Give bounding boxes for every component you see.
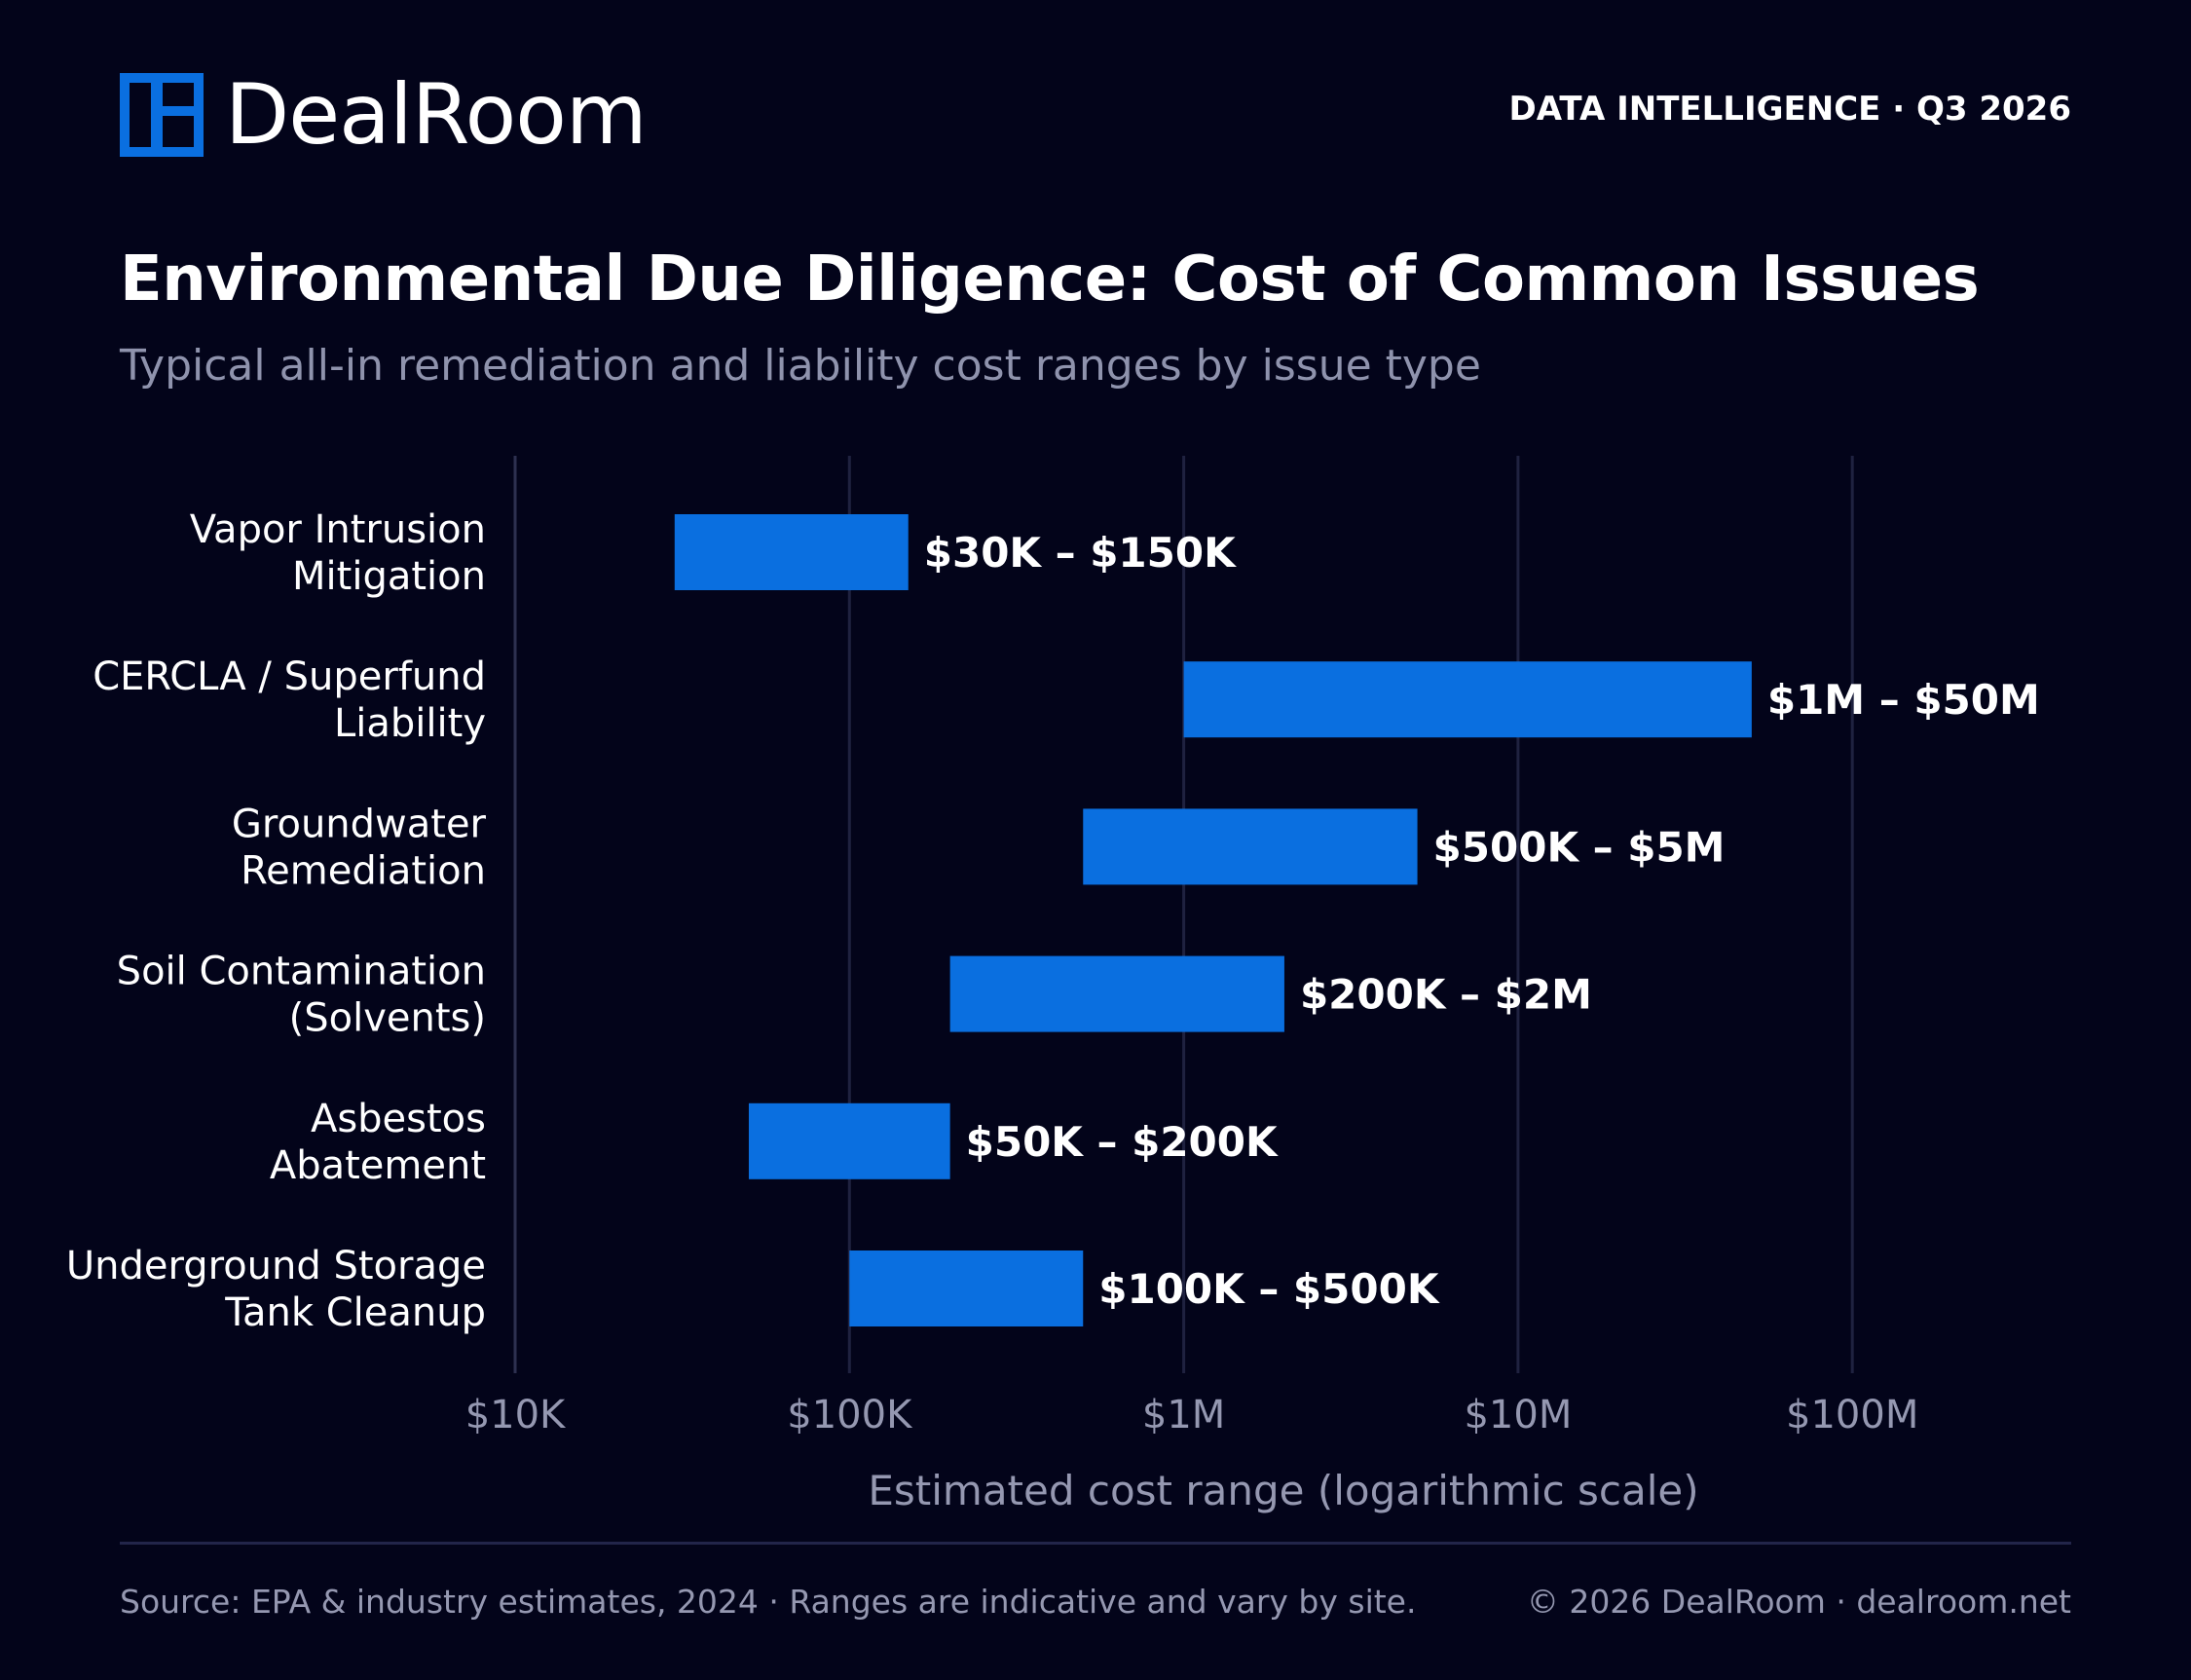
dealroom-logo-icon: [120, 73, 204, 157]
range-bar: [1083, 808, 1418, 885]
range-bar: [849, 1251, 1084, 1326]
brand-name: DealRoom: [225, 66, 648, 164]
range-bar: [1183, 661, 1752, 738]
category-label: Underground Storage Tank Cleanup: [66, 1244, 486, 1335]
report-tag: DATA INTELLIGENCE · Q3 2026: [1508, 90, 2072, 129]
chart-subtitle: Typical all-in remediation and liability…: [120, 341, 1481, 391]
header: DealRoom DATA INTELLIGENCE · Q3 2026: [120, 68, 2071, 161]
bar-data-label: $100K – $500K: [1098, 1265, 1440, 1313]
x-tick-label: $100M: [1786, 1393, 1918, 1437]
chart-title: Environmental Due Diligence: Cost of Com…: [120, 243, 1980, 316]
bar-data-label: $500K – $5M: [1433, 823, 1726, 871]
x-tick-label: $1M: [1142, 1393, 1225, 1437]
range-bar: [674, 514, 909, 590]
category-labels: Vapor Intrusion Mitigation CERCLA / Superf…: [66, 507, 487, 1335]
category-label: Vapor Intrusion Mitigation: [190, 507, 486, 599]
x-tick-label: $10M: [1464, 1393, 1572, 1437]
category-label: CERCLA / Superfund Liability: [93, 654, 486, 746]
gridlines: [513, 456, 1854, 1373]
footer-copyright: © 2026 DealRoom · dealroom.net: [1526, 1583, 2071, 1621]
brand-logo: DealRoom: [120, 66, 648, 164]
x-axis-title: Estimated cost range (logarithmic scale): [868, 1467, 1698, 1514]
category-label: Asbestos Abatement: [270, 1097, 486, 1188]
category-label: Soil Contamination (Solvents): [117, 950, 486, 1041]
bar-data-label: $1M – $50M: [1767, 676, 2040, 724]
bar-data-label: $30K – $150K: [924, 529, 1237, 577]
x-tick-label: $100K: [787, 1393, 913, 1437]
x-tick-label: $10K: [465, 1393, 567, 1437]
bar-data-label: $200K – $2M: [1300, 971, 1592, 1019]
footer-divider: [120, 1542, 2071, 1545]
range-bar: [748, 1102, 950, 1179]
data-labels: $30K – $150K $1M – $50M $500K – $5M $200K –…: [924, 529, 2040, 1313]
category-label: Groundwater Remediation: [232, 802, 487, 893]
range-bar: [949, 955, 1284, 1032]
footer-source: Source: EPA & industry estimates, 2024 ·…: [120, 1583, 1417, 1621]
bars: [674, 514, 1752, 1326]
x-axis-ticks: $10K $100K $1M $10M $100M: [465, 1393, 1919, 1437]
bar-data-label: $50K – $200K: [966, 1118, 1279, 1166]
